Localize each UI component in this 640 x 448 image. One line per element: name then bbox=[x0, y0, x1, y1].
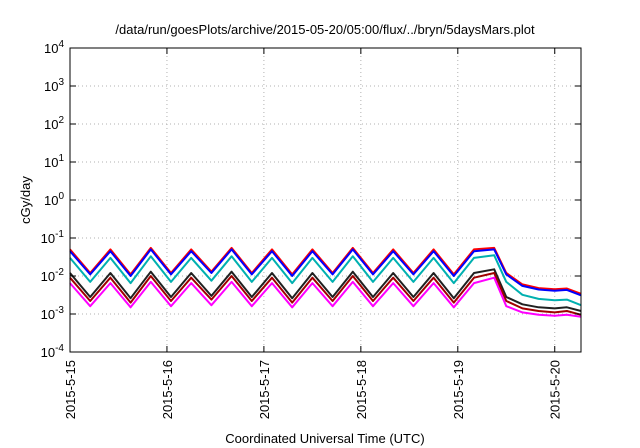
axis-ticks bbox=[69, 47, 581, 353]
grid bbox=[70, 48, 581, 352]
x-tick-label: 2015-5-16 bbox=[160, 360, 175, 419]
y-axis-tick-labels: 10-4 10-3 10-2 10-1 100 101 102 103 104 bbox=[41, 39, 65, 360]
y-tick-label: 103 bbox=[44, 77, 64, 94]
x-tick-label: 2015-5-15 bbox=[63, 360, 78, 419]
series-line-2 bbox=[69, 248, 582, 297]
x-axis-label: Coordinated Universal Time (UTC) bbox=[225, 431, 424, 446]
y-axis-label: cGy/day bbox=[18, 176, 33, 224]
series-group bbox=[69, 246, 582, 318]
series-line-5 bbox=[69, 272, 582, 316]
series-line-4 bbox=[69, 268, 582, 312]
series-line-3 bbox=[69, 254, 582, 307]
plot-area bbox=[69, 47, 582, 353]
x-axis-tick-labels: 2015-5-15 2015-5-16 2015-5-17 2015-5-18 2015… bbox=[63, 360, 563, 419]
y-tick-label: 101 bbox=[44, 153, 64, 170]
x-tick-label: 2015-5-17 bbox=[257, 360, 272, 419]
y-tick-label: 10-1 bbox=[41, 229, 65, 246]
x-tick-label: 2015-5-19 bbox=[451, 360, 466, 419]
y-tick-label: 100 bbox=[44, 191, 64, 208]
y-tick-label: 10-3 bbox=[41, 305, 65, 322]
x-tick-label: 2015-5-20 bbox=[548, 360, 563, 419]
y-tick-label: 10-4 bbox=[41, 343, 65, 360]
y-tick-label: 104 bbox=[44, 39, 64, 56]
y-tick-label: 102 bbox=[44, 115, 64, 132]
series-line-6 bbox=[69, 276, 582, 318]
x-tick-label: 2015-5-18 bbox=[354, 360, 369, 419]
y-tick-label: 10-2 bbox=[41, 267, 65, 284]
chart-title: /data/run/goesPlots/archive/2015-05-20/0… bbox=[115, 22, 535, 37]
